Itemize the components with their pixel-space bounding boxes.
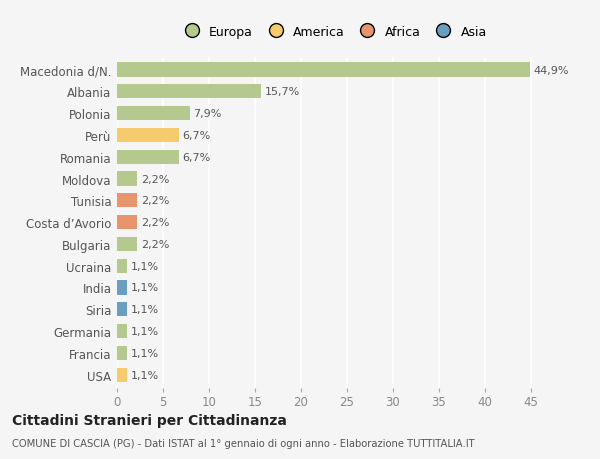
Bar bbox=[117, 346, 127, 360]
Bar bbox=[117, 85, 262, 99]
Text: 1,1%: 1,1% bbox=[131, 326, 159, 336]
Bar bbox=[117, 63, 530, 78]
Text: 2,2%: 2,2% bbox=[141, 174, 169, 184]
Bar bbox=[117, 172, 137, 186]
Text: 1,1%: 1,1% bbox=[131, 370, 159, 380]
Text: 2,2%: 2,2% bbox=[141, 239, 169, 249]
Legend: Europa, America, Africa, Asia: Europa, America, Africa, Asia bbox=[179, 26, 487, 39]
Text: 6,7%: 6,7% bbox=[182, 152, 211, 162]
Text: 1,1%: 1,1% bbox=[131, 348, 159, 358]
Text: 1,1%: 1,1% bbox=[131, 305, 159, 314]
Bar bbox=[117, 129, 179, 143]
Text: 1,1%: 1,1% bbox=[131, 261, 159, 271]
Bar bbox=[117, 194, 137, 208]
Text: 6,7%: 6,7% bbox=[182, 131, 211, 140]
Text: Cittadini Stranieri per Cittadinanza: Cittadini Stranieri per Cittadinanza bbox=[12, 414, 287, 428]
Bar bbox=[117, 107, 190, 121]
Text: 1,1%: 1,1% bbox=[131, 283, 159, 293]
Bar bbox=[117, 368, 127, 382]
Text: 7,9%: 7,9% bbox=[193, 109, 221, 119]
Bar bbox=[117, 150, 179, 164]
Bar bbox=[117, 281, 127, 295]
Bar bbox=[117, 259, 127, 273]
Bar bbox=[117, 324, 127, 338]
Text: 44,9%: 44,9% bbox=[533, 66, 569, 75]
Bar bbox=[117, 216, 137, 230]
Text: 15,7%: 15,7% bbox=[265, 87, 300, 97]
Text: 2,2%: 2,2% bbox=[141, 196, 169, 206]
Bar bbox=[117, 302, 127, 317]
Text: COMUNE DI CASCIA (PG) - Dati ISTAT al 1° gennaio di ogni anno - Elaborazione TUT: COMUNE DI CASCIA (PG) - Dati ISTAT al 1°… bbox=[12, 438, 475, 448]
Text: 2,2%: 2,2% bbox=[141, 218, 169, 228]
Bar bbox=[117, 237, 137, 252]
